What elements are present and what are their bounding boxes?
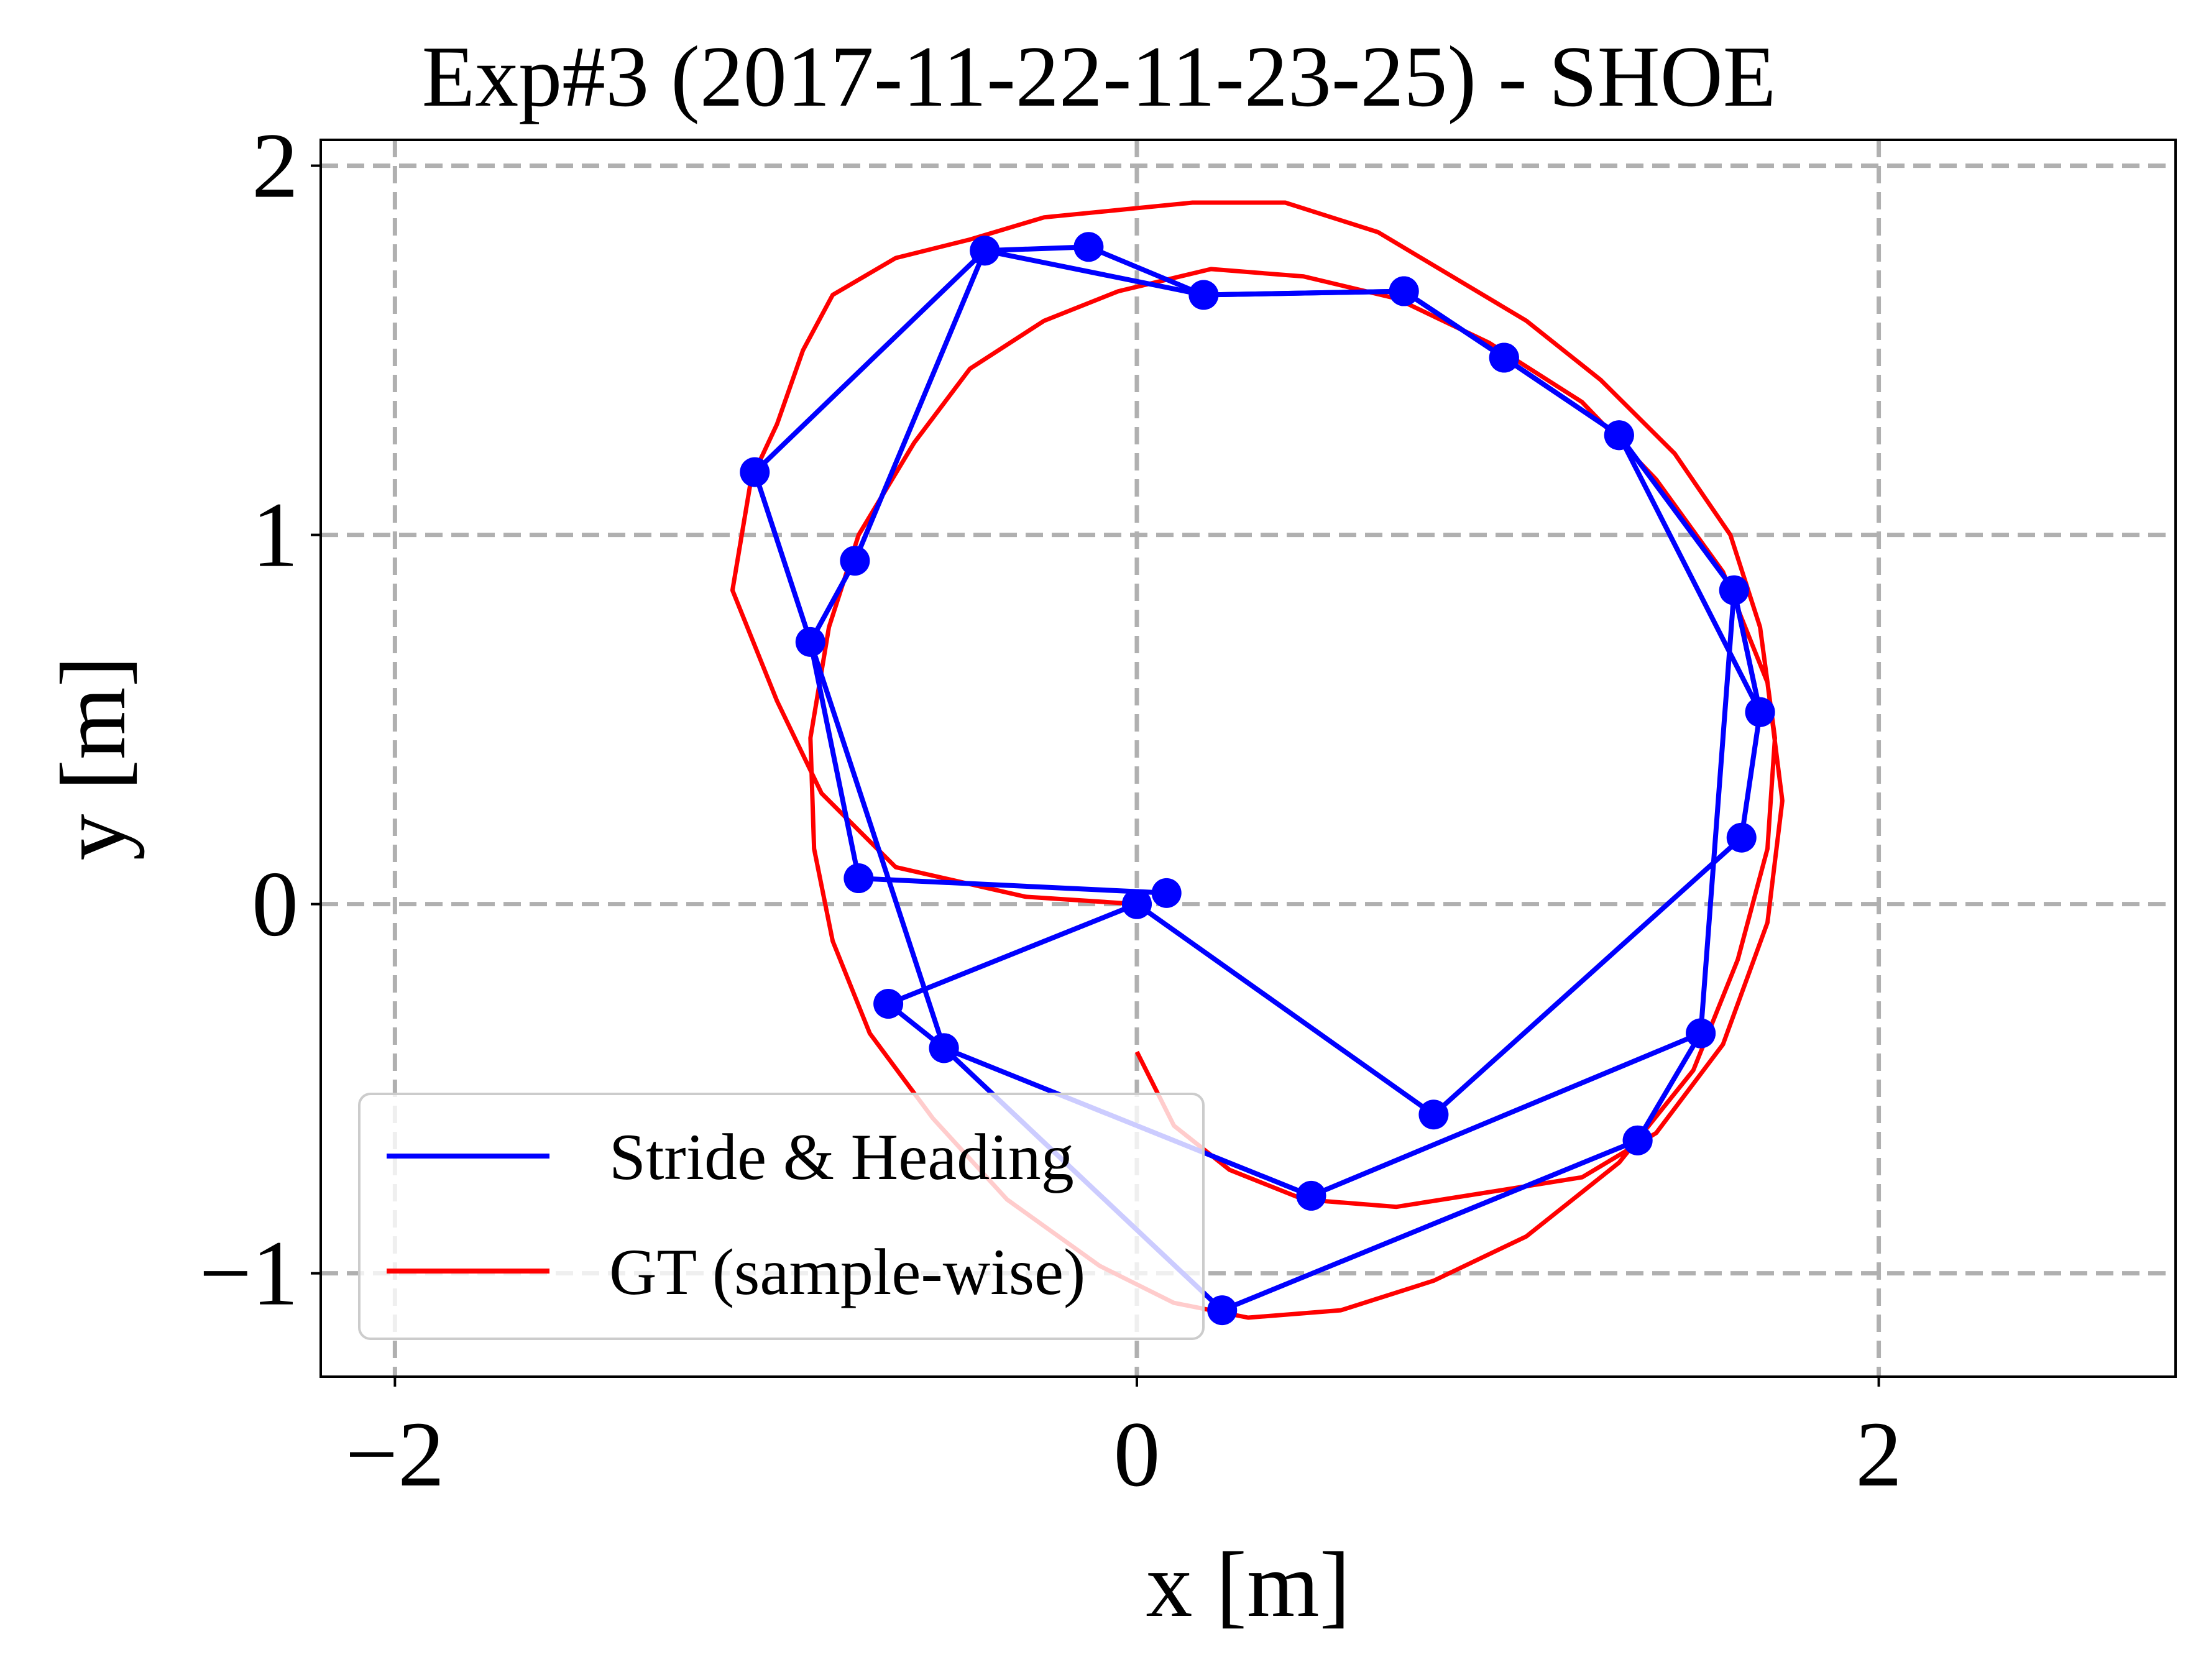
legend: Stride & Heading GT (sample-wise) xyxy=(358,1093,1205,1340)
legend-box xyxy=(358,1093,1205,1340)
series-line-stride-heading xyxy=(752,248,1763,1313)
stride-heading-point xyxy=(795,627,825,657)
stride-heading-point xyxy=(1296,1180,1326,1211)
tick-layer: −2 0 2 −1 0 1 2 xyxy=(199,114,1902,1506)
stride-heading-point xyxy=(1745,697,1775,727)
y-tick-label: 2 xyxy=(252,114,298,218)
stride-heading-point xyxy=(843,863,874,894)
stride-heading-point xyxy=(970,236,1000,266)
y-tick-label: 1 xyxy=(252,484,298,587)
stride-heading-point xyxy=(1604,420,1634,451)
y-tick-label: 0 xyxy=(252,853,298,956)
x-tick-label: −2 xyxy=(346,1403,445,1506)
x-tick-label: 0 xyxy=(1113,1403,1160,1506)
y-axis-label: y [m] xyxy=(42,656,145,860)
stride-heading-point xyxy=(1121,889,1152,919)
stride-heading-point xyxy=(1188,280,1219,310)
series-layer xyxy=(730,200,1785,1326)
stride-heading-point xyxy=(873,989,904,1019)
y-tick-label: −1 xyxy=(199,1222,298,1325)
stride-heading-point xyxy=(1389,276,1419,306)
stride-heading-point xyxy=(1686,1018,1716,1049)
legend-label-stride-heading: Stride & Heading xyxy=(609,1121,1074,1193)
plot-frame xyxy=(319,139,2177,1378)
legend-label-gt-sample-wise: GT (sample-wise) xyxy=(609,1236,1085,1308)
stride-heading-point xyxy=(1489,342,1519,373)
stride-heading-point xyxy=(1719,575,1749,605)
stride-heading-point xyxy=(1207,1295,1238,1326)
chart-title: Exp#3 (2017-11-22-11-23-25) - SHOE xyxy=(422,29,1776,125)
stride-heading-point xyxy=(840,546,870,576)
stride-heading-point xyxy=(740,457,770,487)
stride-heading-point xyxy=(929,1033,959,1063)
x-tick-label: 2 xyxy=(1855,1403,1902,1506)
stride-heading-point xyxy=(1418,1099,1449,1130)
x-axis-label: x [m] xyxy=(1146,1533,1350,1636)
stride-heading-point xyxy=(1726,822,1757,853)
stride-heading-point xyxy=(1151,878,1182,908)
stride-heading-point xyxy=(1073,232,1104,262)
stride-heading-point xyxy=(1622,1125,1653,1155)
